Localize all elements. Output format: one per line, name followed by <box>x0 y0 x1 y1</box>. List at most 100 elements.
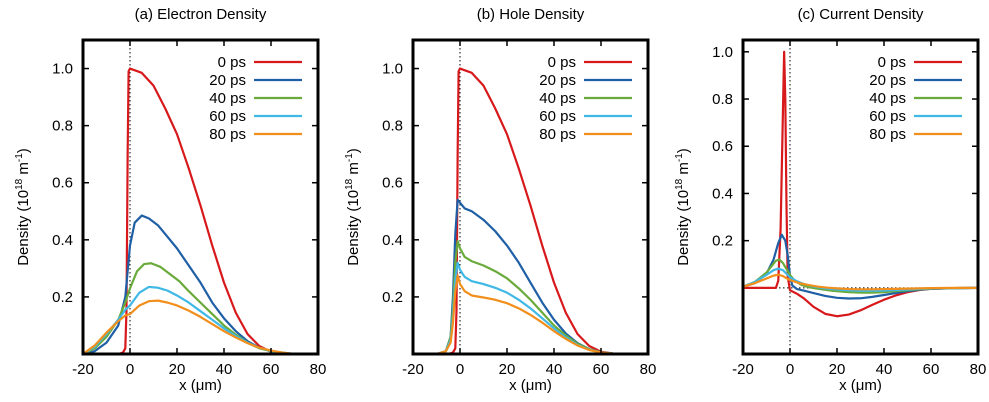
y-tick-label: 0.2 <box>712 233 733 250</box>
series-line-60-ps <box>413 261 648 354</box>
y-axis-label-part: -1 <box>14 153 25 162</box>
legend-item: 60 ps <box>869 108 962 125</box>
x-tick-label: 20 <box>169 361 186 378</box>
legend-label: 60 ps <box>209 108 246 125</box>
legend-label: 0 ps <box>548 54 576 71</box>
y-tick-label: 0.2 <box>382 289 403 306</box>
x-tick-label: 80 <box>310 361 327 378</box>
legend-label: 40 ps <box>539 90 576 107</box>
chart-panel-current: (c) Current Density -20 0 20 40 60 80 0.2 0.4 0.6… <box>674 6 986 394</box>
y-axis-label: Density (1018 m-1) <box>14 148 32 266</box>
legend-item: 20 ps <box>869 72 962 89</box>
legend-item: 60 ps <box>539 108 632 125</box>
x-tick-label: -20 <box>732 361 754 378</box>
y-tick-label: 0.8 <box>712 91 733 108</box>
legend-item: 80 ps <box>869 126 962 143</box>
x-tick-label: 20 <box>499 361 516 378</box>
y-tick-label: 0.8 <box>52 118 73 135</box>
series-group <box>413 67 648 354</box>
x-axis-label: x (μm) <box>509 377 552 394</box>
x-tick-label: 20 <box>829 361 846 378</box>
series-line-80-ps <box>743 273 978 291</box>
plot-frame <box>81 38 320 356</box>
legend-label: 40 ps <box>869 90 906 107</box>
x-tick-label: 80 <box>970 361 987 378</box>
plot-frame <box>741 38 980 356</box>
x-tick-label: -20 <box>72 361 94 378</box>
y-tick-label: 1.0 <box>712 44 733 61</box>
legend-label: 80 ps <box>209 126 246 143</box>
x-axis-label: x (μm) <box>839 377 882 394</box>
legend-item: 60 ps <box>209 108 302 125</box>
y-tick-label: 0.4 <box>382 232 403 249</box>
y-axis-label-part: 18 <box>344 178 355 190</box>
y-axis-label-part: 18 <box>674 178 685 190</box>
legend-label: 40 ps <box>209 90 246 107</box>
legend-item: 40 ps <box>539 90 632 107</box>
series-line-40-ps <box>413 240 648 354</box>
y-axis-label-part: -1 <box>674 153 685 162</box>
series-line-80-ps <box>83 299 318 354</box>
legend-label: 80 ps <box>539 126 576 143</box>
y-axis-label-part: 18 <box>14 178 25 190</box>
x-tick-label: 40 <box>546 361 563 378</box>
legend-label: 20 ps <box>539 72 576 89</box>
x-tick-label: 0 <box>126 361 134 378</box>
series-line-20-ps <box>83 214 318 354</box>
x-tick-label: 80 <box>640 361 657 378</box>
legend-item: 0 ps <box>878 54 962 71</box>
y-axis-label: Density (1018 m-1) <box>344 148 362 266</box>
y-tick-label: 0.4 <box>52 232 73 249</box>
y-tick-label: 0.6 <box>52 175 73 192</box>
y-tick-label: 0.8 <box>382 118 403 135</box>
plot-frame <box>411 38 650 356</box>
legend-item: 80 ps <box>539 126 632 143</box>
x-tick-label: -20 <box>402 361 424 378</box>
chart-panel-hole: (b) Hole Density -20 0 20 40 60 80 0.2 0.4 0.6 0.8… <box>344 6 656 394</box>
x-tick-label: 60 <box>593 361 610 378</box>
y-axis-label-part: m <box>345 162 362 179</box>
legend-label: 0 ps <box>218 54 246 71</box>
legend-label: 80 ps <box>869 126 906 143</box>
series-group <box>83 67 318 354</box>
legend-item: 40 ps <box>209 90 302 107</box>
y-axis-label-part: ) <box>675 148 692 153</box>
legend-label: 20 ps <box>869 72 906 89</box>
y-axis-label-part: m <box>675 162 692 179</box>
y-axis-label-part: Density (10 <box>675 190 692 266</box>
series-line-0-ps <box>413 67 648 354</box>
y-axis-label-part: Density (10 <box>15 190 32 266</box>
x-tick-label: 0 <box>786 361 794 378</box>
legend-label: 0 ps <box>878 54 906 71</box>
y-axis-label-part: ) <box>345 148 362 153</box>
legend-label: 60 ps <box>869 108 906 125</box>
y-tick-label: 0.6 <box>382 175 403 192</box>
x-tick-label: 40 <box>216 361 233 378</box>
legend-item: 40 ps <box>869 90 962 107</box>
chart-title: (c) Current Density <box>798 6 924 23</box>
legend-label: 20 ps <box>209 72 246 89</box>
x-tick-label: 60 <box>923 361 940 378</box>
y-tick-label: 1.0 <box>52 61 73 78</box>
x-axis-label: x (μm) <box>179 377 222 394</box>
legend-item: 20 ps <box>209 72 302 89</box>
chart-panel-electron: (a) Electron Density -20 0 20 40 60 80 0.2 0.4 0.… <box>14 6 326 394</box>
legend-item: 20 ps <box>539 72 632 89</box>
y-tick-label: 0.2 <box>52 289 73 306</box>
y-axis-label-part: ) <box>15 148 32 153</box>
y-axis-label: Density (1018 m-1) <box>674 148 692 266</box>
y-tick-label: 0.6 <box>712 138 733 155</box>
series-line-80-ps <box>413 274 648 354</box>
y-axis-label-part: m <box>15 162 32 179</box>
series-line-20-ps <box>413 198 648 354</box>
x-tick-label: 40 <box>876 361 893 378</box>
y-axis-label-part: -1 <box>344 153 355 162</box>
y-axis-label-part: Density (10 <box>345 190 362 266</box>
series-group <box>743 50 978 318</box>
x-tick-label: 60 <box>263 361 280 378</box>
legend-item: 0 ps <box>218 54 302 71</box>
y-tick-label: 1.0 <box>382 61 403 78</box>
x-tick-label: 0 <box>456 361 464 378</box>
legend-item: 80 ps <box>209 126 302 143</box>
